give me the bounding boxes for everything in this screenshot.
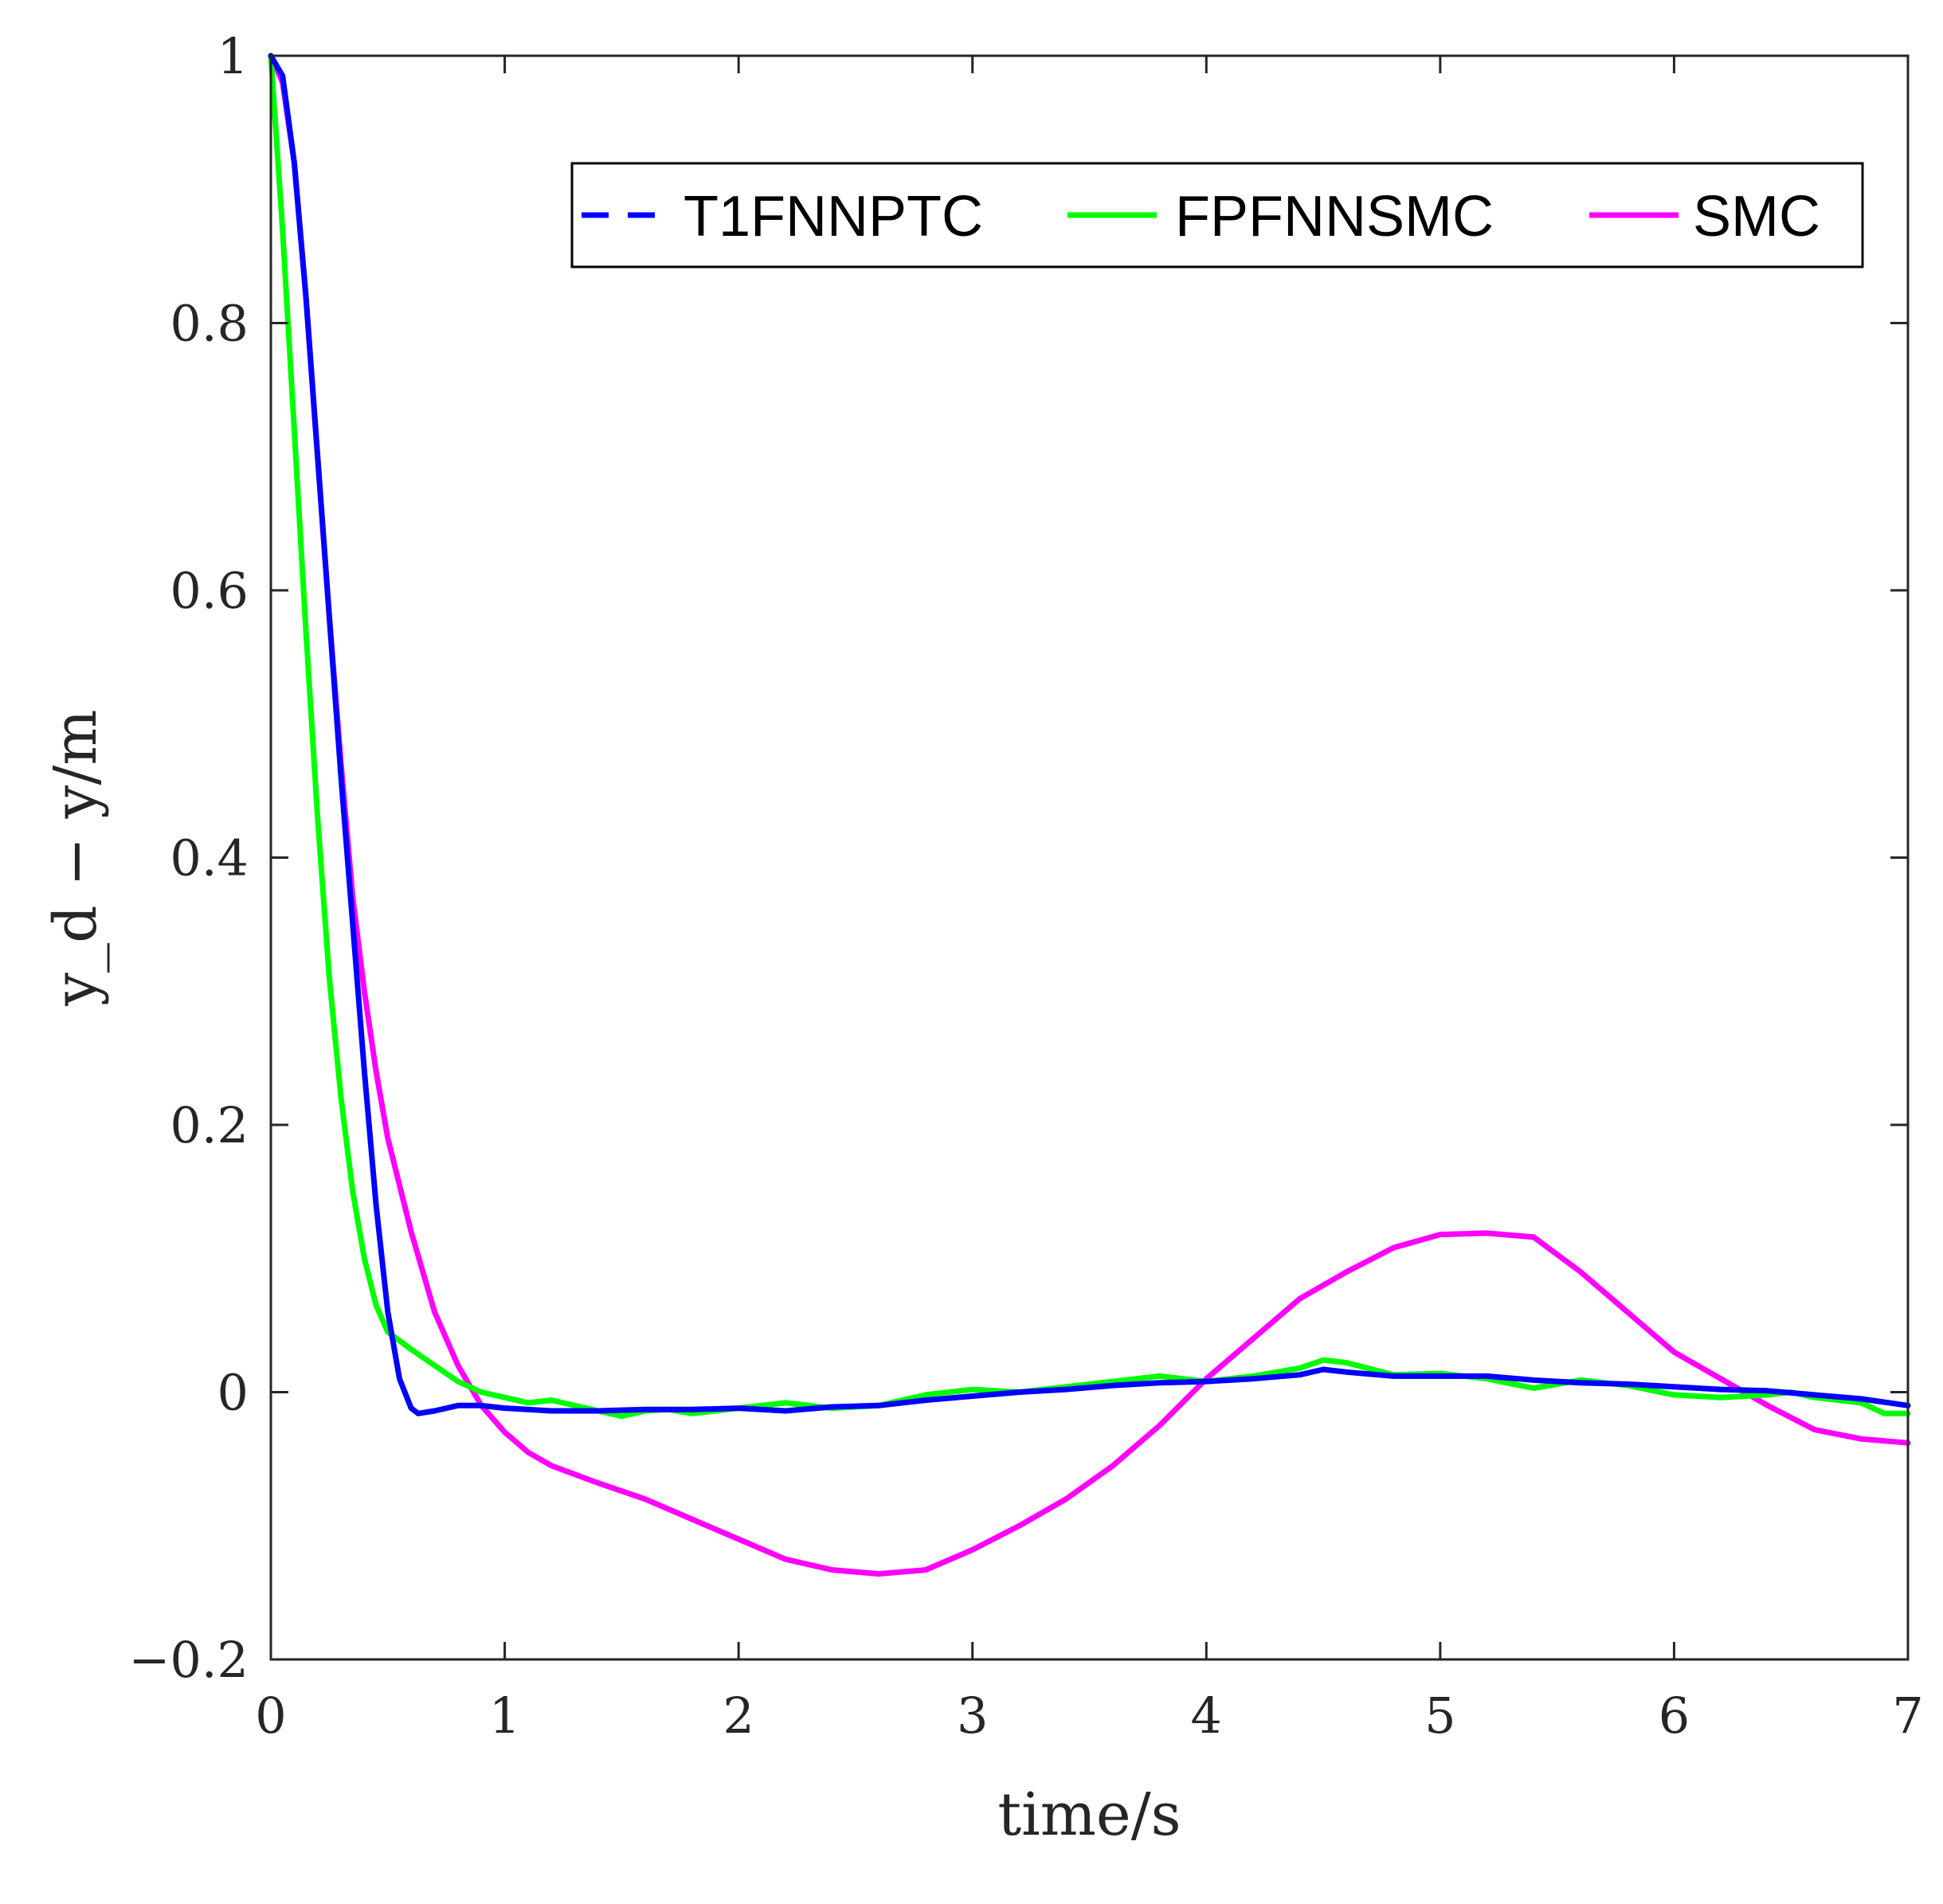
x-tick-label: 7 <box>1892 1687 1923 1745</box>
y-tick-label: 1 <box>217 27 249 85</box>
y-axis-label: y_d − y/m <box>41 709 110 1006</box>
series-line-t1fnnptc <box>268 53 1911 1416</box>
series-line-smc <box>268 53 1911 1577</box>
ticks-layer: 0 1 2 3 4 5 6 7−0.200.20.40.60.81 <box>128 27 1923 1745</box>
x-tick-label: 1 <box>489 1687 520 1745</box>
legend: T1FNNPTC FPFNNSMC SMC <box>570 162 1864 268</box>
x-tick-label: 3 <box>957 1687 988 1745</box>
series-layer <box>268 53 1911 1577</box>
y-tick-label: 0.2 <box>170 1096 249 1154</box>
x-tick-label: 6 <box>1659 1687 1690 1745</box>
x-tick-label: 4 <box>1191 1687 1222 1745</box>
y-tick-label: 0.8 <box>170 295 249 353</box>
y-tick-label: 0.4 <box>170 829 249 887</box>
y-tick-label: −0.2 <box>128 1631 249 1689</box>
x-tick-label: 0 <box>255 1687 286 1745</box>
y-tick-label: 0.6 <box>170 562 249 620</box>
y-tick-label: 0 <box>217 1364 249 1422</box>
x-axis-label: time/s <box>997 1781 1181 1849</box>
x-tick-label: 2 <box>723 1687 754 1745</box>
legend-label-smc: SMC <box>1693 185 1820 249</box>
legend-label-fpfnnsmc: FPFNNSMC <box>1175 185 1494 249</box>
legend-label-t1fnnptc: T1FNNPTC <box>684 185 983 249</box>
x-tick-label: 5 <box>1424 1687 1455 1745</box>
